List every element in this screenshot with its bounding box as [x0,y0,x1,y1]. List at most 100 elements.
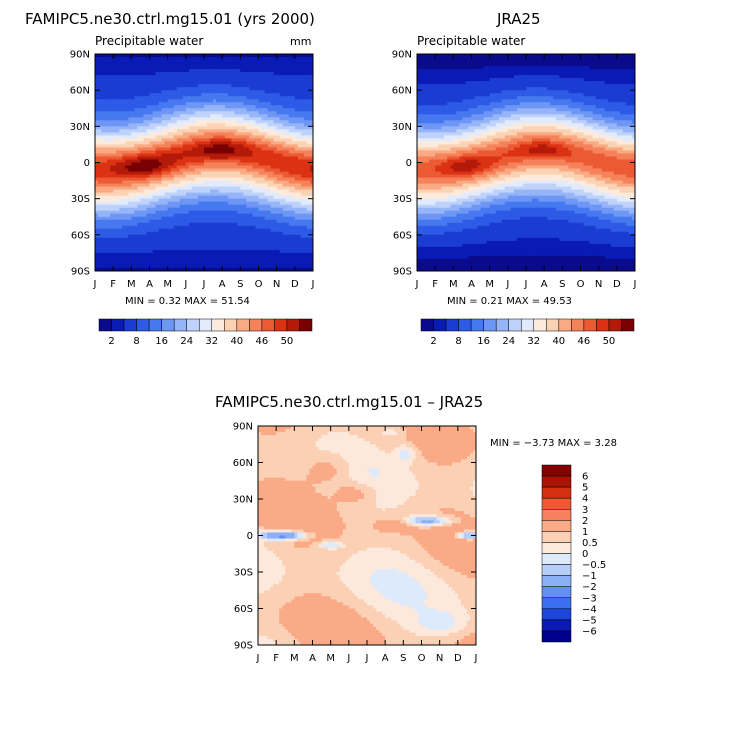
heatmap-cell [95,84,99,88]
heatmap-cell [200,90,205,94]
heatmap-cell [122,192,126,197]
heatmap-cell [182,114,187,118]
heatmap-cell [294,147,299,151]
heatmap-cell [164,108,169,112]
heatmap-cell [176,75,181,79]
heatmap-cell [288,84,293,88]
heatmap-cell [134,261,138,266]
heatmap-cell [176,225,181,230]
heatmap-cell [107,198,111,203]
heatmap-cell [279,153,284,157]
heatmap-cell [152,204,156,209]
heatmap-cell [104,87,108,91]
heatmap-cell [219,180,223,184]
heatmap-cell [267,246,272,251]
heatmap-cell [288,198,293,203]
heatmap-cell [231,123,235,127]
heatmap-cell [143,240,147,245]
heatmap-cell [167,174,172,178]
heatmap-cell [140,90,144,94]
heatmap-cell [188,132,193,136]
heatmap-cell [261,108,265,112]
heatmap-cell [288,87,293,91]
heatmap-cell [146,225,150,230]
heatmap-cell [225,126,229,130]
heatmap-cell [243,213,247,218]
heatmap-cell [258,150,262,154]
heatmap-cell [146,222,150,227]
heatmap-cell [282,228,287,233]
heatmap-cell [249,135,253,139]
heatmap-cell [140,174,144,178]
heatmap-cell [294,78,299,82]
heatmap-cell [200,225,205,230]
heatmap-cell [119,111,123,115]
heatmap-cell [107,120,111,124]
heatmap-cell [188,168,193,172]
heatmap-cell [288,147,293,151]
heatmap-cell [285,93,290,97]
heatmap-cell [107,249,111,254]
heatmap-cell [264,195,268,200]
heatmap-cell [300,195,305,200]
heatmap-cell [158,96,163,100]
heatmap-cell [216,210,220,215]
heatmap-cell [204,54,208,58]
heatmap-cell [267,129,272,133]
heatmap-cell [155,135,159,139]
heatmap-cell [116,111,120,115]
heatmap-cell [131,57,135,61]
heatmap-cell [243,243,247,248]
heatmap-cell [243,135,247,139]
heatmap-cell [204,192,208,197]
heatmap-cell [113,234,117,239]
heatmap-cell [197,249,202,254]
heatmap-cell [173,228,178,233]
heatmap-cell [264,66,268,70]
heatmap-cell [279,192,284,197]
heatmap-cell [297,252,302,257]
heatmap-cell [191,120,196,124]
heatmap-cell [146,255,150,260]
heatmap-cell [152,201,156,206]
heatmap-cell [152,78,156,82]
heatmap-cell [297,156,302,160]
heatmap-cell [128,75,132,79]
heatmap-cell [170,183,175,188]
heatmap-cell [252,60,256,64]
heatmap-cell [179,246,184,251]
heatmap-cell [288,177,293,181]
heatmap-cell [297,192,302,197]
heatmap-cell [216,195,220,200]
heatmap-cell [164,96,169,100]
heatmap-cell [231,120,235,124]
heatmap-cell [306,243,311,248]
heatmap-cell [309,147,313,151]
heatmap-cell [104,255,108,260]
heatmap-cell [204,105,208,109]
heatmap-cell [246,231,250,236]
heatmap-cell [110,81,114,85]
heatmap-cell [161,78,166,82]
heatmap-cell [300,171,305,175]
heatmap-cell [119,249,123,254]
heatmap-cell [110,111,114,115]
heatmap-cell [261,54,265,58]
heatmap-cell [134,81,138,85]
heatmap-cell [243,81,247,85]
heatmap-cell [270,183,275,188]
heatmap-cell [300,66,305,70]
heatmap-cell [228,246,232,251]
heatmap-cell [294,165,299,169]
heatmap-cell [104,180,108,184]
heatmap-cell [182,222,187,227]
heatmap-cell [119,225,123,230]
heatmap-cell [306,63,311,67]
heatmap-cell [191,216,196,221]
heatmap-cell [110,102,114,106]
heatmap-cell [149,117,153,121]
heatmap-cell [207,99,211,103]
heatmap-cell [107,66,111,70]
heatmap-cell [276,150,281,154]
heatmap-cell [258,138,262,142]
